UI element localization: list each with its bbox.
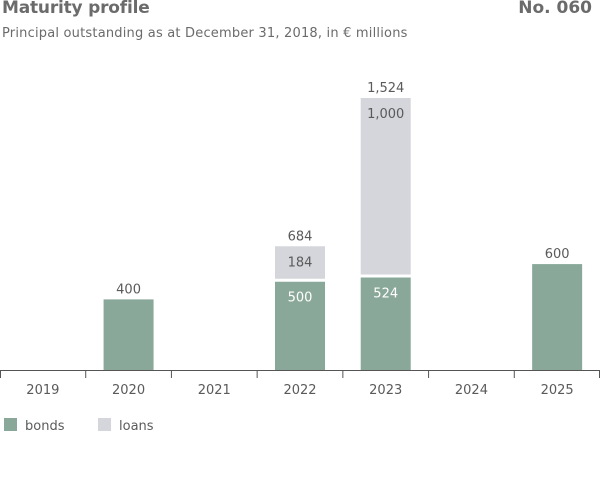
bar-label-loans-2022: 184 xyxy=(288,255,313,270)
x-tick-label-2019: 2019 xyxy=(26,383,59,398)
bar-label-bonds-2023: 524 xyxy=(373,287,398,302)
bar-loans-2023 xyxy=(360,98,411,275)
chart-title: Maturity profile xyxy=(2,0,150,18)
x-tick-label-2021: 2021 xyxy=(198,383,231,398)
bar-loans-2022 xyxy=(275,246,325,279)
x-tick-label-2025: 2025 xyxy=(541,383,574,398)
bar-total-label-2022: 684 xyxy=(288,229,313,244)
legend-label-loans: loans xyxy=(119,419,154,434)
x-tick-label-2022: 2022 xyxy=(283,383,316,398)
legend-swatch-bonds xyxy=(4,418,17,431)
bar-total-label-2020: 400 xyxy=(116,282,141,297)
bar-label-loans-2023: 1,000 xyxy=(367,107,404,122)
bar-bonds-2025 xyxy=(532,264,583,370)
chart-subtitle: Principal outstanding as at December 31,… xyxy=(2,26,408,41)
legend-swatch-loans xyxy=(98,418,111,431)
bar-label-bonds-2022: 500 xyxy=(288,291,313,306)
bar-bonds-2023 xyxy=(360,277,411,370)
x-tick-label-2024: 2024 xyxy=(455,383,488,398)
legend-item-loans: loans xyxy=(98,418,154,434)
bar-bonds-2020 xyxy=(103,299,154,370)
legend-label-bonds: bonds xyxy=(25,419,65,434)
bar-total-label-2025: 600 xyxy=(545,247,570,262)
x-tick-label-2023: 2023 xyxy=(369,383,402,398)
bar-bonds-2022 xyxy=(275,281,325,370)
legend-item-bonds: bonds xyxy=(4,418,64,434)
figure-number: No. 060 xyxy=(518,0,592,18)
bar-total-label-2023: 1,524 xyxy=(367,81,404,96)
bar-chart: 2019 400 2020 2021 500 184 684 2022 524 1,000 1,52… xyxy=(0,81,600,398)
x-tick-label-2020: 2020 xyxy=(112,383,145,398)
